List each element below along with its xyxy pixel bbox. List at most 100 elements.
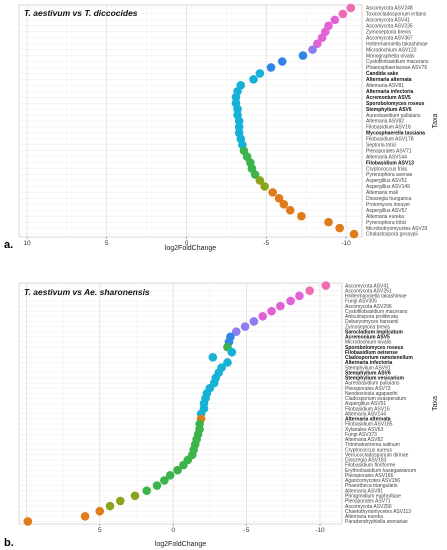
taxon-label: Trimmatostroma salinum xyxy=(345,442,400,448)
taxon-label: Alternaria mali xyxy=(366,190,398,196)
taxon-label: Cryptococcus aureus xyxy=(345,447,392,453)
x-tick-label: 0 xyxy=(171,527,175,534)
data-point xyxy=(250,170,260,179)
data-point xyxy=(338,9,348,19)
taxon-label: Ascomycota ASV248 xyxy=(366,6,413,12)
data-point xyxy=(227,347,237,357)
data-point xyxy=(324,217,333,227)
taxon-label: Xylariales ASV63 xyxy=(345,427,384,433)
data-point xyxy=(130,491,140,501)
chart-title: T. aestivum vs Ae. sharonensis xyxy=(24,287,150,297)
taxon-label: Erythrobasidium hasegawianum xyxy=(345,468,416,474)
data-point xyxy=(95,506,105,516)
data-point xyxy=(267,306,276,316)
taxon-label: Filobasidium oeirense xyxy=(345,350,398,356)
taxon-label: Agaricomycotes ASV156 xyxy=(345,478,400,484)
chart-panel-a: 10 5 0 -5 -10 log2FoldChange Taxa Ascomycota AS… xyxy=(4,3,439,252)
taxon-label: Fungi ASV373 xyxy=(345,432,377,438)
data-point xyxy=(255,69,265,78)
data-point xyxy=(297,211,306,221)
data-point xyxy=(279,199,289,209)
taxon-label: Mycosphaerella tassiana xyxy=(366,131,425,137)
taxon-label: Aspergillus ASV51 xyxy=(366,178,407,184)
y-axis-label: Taxa xyxy=(432,114,439,129)
x-tick-label: 5 xyxy=(98,527,102,534)
data-point xyxy=(23,517,33,526)
data-point xyxy=(317,33,327,43)
taxon-label: Filobasidium ASV178 xyxy=(366,137,414,143)
data-point xyxy=(160,476,169,485)
data-point xyxy=(179,460,188,470)
taxon-label: Sporobolomyces roseus xyxy=(345,345,404,351)
data-point xyxy=(165,470,175,480)
taxon-label: Aureobasidium pullulans xyxy=(366,113,421,119)
data-point xyxy=(285,205,295,215)
taxon-label: Filobasidium floriforme xyxy=(345,463,396,469)
taxon-label: Pleosporales ASV73 xyxy=(345,386,391,392)
data-point xyxy=(234,116,244,126)
taxon-label: Articulospora proliferata xyxy=(345,314,398,320)
taxon-label: Protomyces inouyei xyxy=(366,202,410,208)
data-point xyxy=(116,496,125,506)
data-point xyxy=(231,327,241,337)
taxon-label: Microbotryomycetes ASV33 xyxy=(366,226,428,232)
data-point xyxy=(276,301,285,311)
data-point xyxy=(249,75,258,84)
taxon-label: Pleosporales ASV71 xyxy=(366,148,412,154)
taxon-label: Stemphylium ASV91 xyxy=(345,365,391,371)
taxon-label: Alternaria infectoria xyxy=(366,89,413,95)
taxon-label: Stemphylium ASV6 xyxy=(345,370,391,376)
panel-label: b. xyxy=(4,537,14,549)
taxon-label: Cystofilobasidium macerans xyxy=(366,59,429,65)
data-point xyxy=(298,51,308,60)
taxon-label: Monographella nivalis xyxy=(366,53,415,59)
data-point xyxy=(305,286,315,295)
taxon-label: Verrucocladosporium dirinae xyxy=(345,452,409,458)
taxon-label: Cladosporium exasperatum xyxy=(345,396,406,402)
taxon-label: Alternaria ASV81 xyxy=(345,488,383,494)
data-point xyxy=(295,291,304,301)
taxon-label: Zymoseptoria brevis xyxy=(345,324,391,330)
data-point xyxy=(349,229,359,239)
taxon-label: Acremonium ASV5 xyxy=(345,335,390,341)
taxon-label: Alternaria alternata xyxy=(366,77,412,83)
chart-title: T. aestivum vs T. diccocides xyxy=(24,8,138,18)
data-point xyxy=(105,501,115,511)
taxon-label: Ascomycota ASV41 xyxy=(345,283,389,289)
taxon-label: Phragmidium euphorbiae xyxy=(345,493,401,499)
x-tick-label: -5 xyxy=(244,527,250,534)
data-point xyxy=(255,176,265,185)
taxon-label: Cladosporium ramotenellum xyxy=(345,355,413,361)
data-point xyxy=(268,188,277,197)
taxon-label: Aureobasidium pullulans xyxy=(345,381,400,387)
data-point xyxy=(80,512,90,521)
taxon-label: Stemphylium vesicarium xyxy=(345,376,404,382)
taxon-label: Zymoseptoria brevis xyxy=(366,29,412,35)
taxon-label: Sarocladium implicatum xyxy=(345,329,403,335)
x-tick-label: -10 xyxy=(341,240,351,247)
data-point xyxy=(142,486,152,495)
taxon-label: Septoria tritici xyxy=(366,142,396,148)
taxon-label: Aspergillus ASV51 xyxy=(345,401,386,407)
taxon-label: Ascomycota ASV296 xyxy=(345,304,392,310)
taxon-label: Paradendryphiella arenariae xyxy=(345,519,408,525)
data-point xyxy=(258,312,268,321)
y-axis-label: Taxa xyxy=(432,396,439,411)
taxon-label: Sporobolomyces roseus xyxy=(366,101,425,107)
x-tick-label: -5 xyxy=(263,240,269,247)
taxon-label: Chalastospora gossypii xyxy=(366,232,418,238)
data-point xyxy=(266,63,276,72)
taxon-label: Pleosporales ASV166 xyxy=(345,473,394,479)
taxon-label: Ascomycota ASV41 xyxy=(366,18,410,24)
taxon-label: Filobasidium ASV13 xyxy=(366,160,414,166)
data-point xyxy=(208,353,218,362)
taxon-label: Alternaria alternata xyxy=(345,417,391,423)
taxon-label: Alternaria eureka xyxy=(345,514,383,520)
data-point xyxy=(240,322,250,331)
taxon-label: Cystofilobasidium macerans xyxy=(345,309,408,315)
taxon-label: Toxicocladosporium irritans xyxy=(366,12,427,18)
data-point xyxy=(330,15,340,25)
taxon-label: Acremonium ASV5 xyxy=(366,95,411,101)
data-point xyxy=(173,465,182,475)
